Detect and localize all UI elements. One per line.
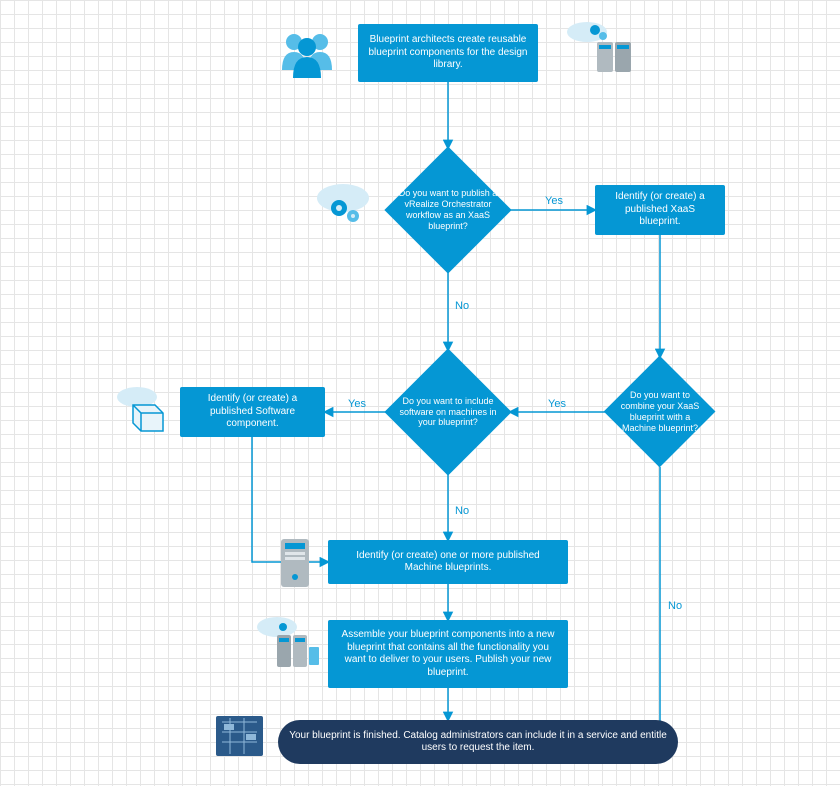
cloud-servers-icon-2 <box>255 615 320 670</box>
process-n2: Identify (or create) a published XaaS bl… <box>595 185 725 235</box>
process-n4: Identify (or create) one or more publish… <box>328 540 568 584</box>
cloud-box-icon <box>115 385 170 435</box>
decision-text-d2: Do you want to include software on machi… <box>394 358 503 467</box>
edge-label-d1-n2: Yes <box>545 195 563 207</box>
process-n5: Assemble your blueprint components into … <box>328 620 568 688</box>
server-icon <box>275 535 315 590</box>
process-n1: Blueprint architects create reusable blu… <box>358 24 538 82</box>
terminator-n6: Your blueprint is finished. Catalog admi… <box>278 720 678 764</box>
cloud-servers-icon <box>565 20 635 75</box>
process-n3: Identify (or create) a published Softwar… <box>180 387 325 437</box>
cloud-gears-icon <box>315 180 375 230</box>
edge-d3-n6 <box>638 467 660 742</box>
edge-label-d3-n6: No <box>668 600 682 612</box>
decision-text-d3: Do you want to combine your XaaS bluepri… <box>613 365 707 459</box>
users-icon <box>280 30 335 80</box>
decision-text-d1: Do you want to publish a vRealize Orches… <box>394 156 503 265</box>
edge-label-d3-d2: Yes <box>548 398 566 410</box>
edge-label-d1-d2: No <box>455 300 469 312</box>
edge-label-d2-n3: Yes <box>348 398 366 410</box>
edge-label-d2-n4: No <box>455 505 469 517</box>
blueprint-doc-icon <box>212 712 267 760</box>
